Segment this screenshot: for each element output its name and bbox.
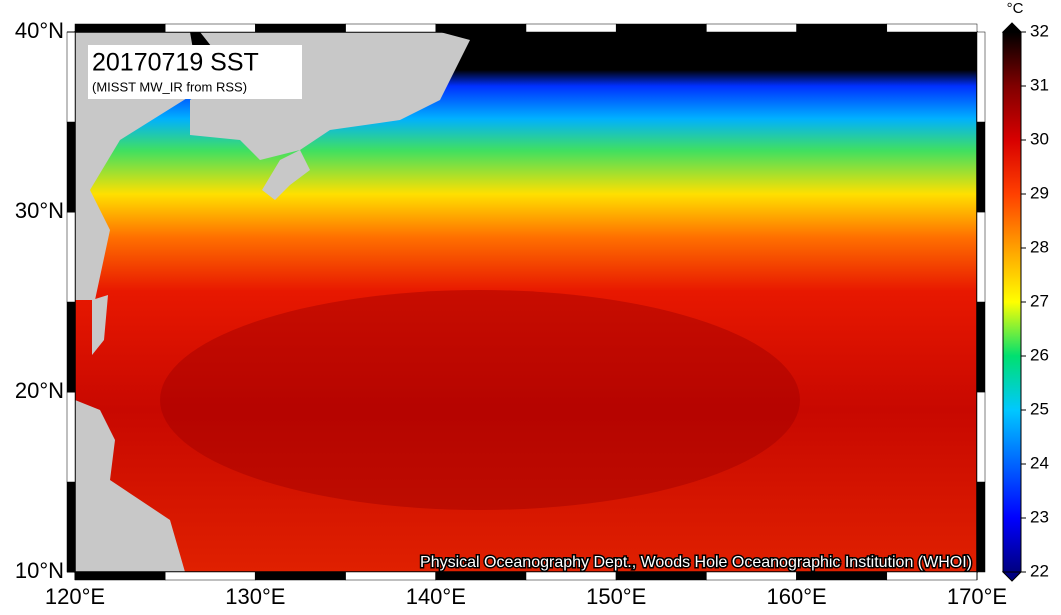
subtitle: (MISST MW_IR from RSS) <box>92 79 247 94</box>
frame-segment <box>66 121 76 213</box>
colorbar-extend-high <box>1001 22 1023 33</box>
colorbar-tick-label: 30 <box>1030 129 1049 148</box>
frame-segment <box>886 23 978 33</box>
frame-segment <box>976 31 986 123</box>
colorbar-tick-label: 23 <box>1030 507 1049 526</box>
frame-segment <box>345 23 437 33</box>
frame-segment <box>976 211 986 303</box>
x-tick-label: 170°E <box>947 584 1007 609</box>
frame-segment <box>976 301 986 393</box>
y-tick-label: 10°N <box>15 558 64 583</box>
frame-segment <box>976 391 986 483</box>
land-philippines <box>75 400 185 572</box>
frame-segment <box>255 571 346 581</box>
frame-segment <box>66 211 76 303</box>
colorbar-tick-label: 29 <box>1030 183 1049 202</box>
x-tick-label: 130°E <box>225 584 285 609</box>
colorbar-tick-label: 24 <box>1030 453 1049 472</box>
colorbar-tick-label: 25 <box>1030 399 1049 418</box>
frame-segment <box>706 571 797 581</box>
frame-ticks <box>66 23 986 581</box>
frame-segment <box>255 23 346 33</box>
frame-segment <box>164 23 256 33</box>
title: 20170719 SST <box>92 49 259 77</box>
frame-segment <box>615 571 707 581</box>
x-tick-label: 140°E <box>406 584 466 609</box>
colorbar-extend-low <box>1001 571 1023 582</box>
frame-segment <box>886 571 978 581</box>
credit: Physical Oceanography Dept., Woods Hole … <box>420 554 972 571</box>
colorbar-tick-label: 26 <box>1030 345 1049 364</box>
colorbar-unit: °C <box>1007 0 1024 17</box>
title-box <box>88 45 302 99</box>
colorbar-tick-label: 27 <box>1030 291 1049 310</box>
colorbar-tick-label: 28 <box>1030 237 1049 256</box>
frame-segment <box>796 23 888 33</box>
frame-segment <box>66 391 76 483</box>
y-tick-label: 20°N <box>15 378 64 403</box>
x-tick-label: 120°E <box>45 584 105 609</box>
frame-segment <box>164 571 256 581</box>
frame-segment <box>525 571 617 581</box>
land-kyushu <box>262 150 310 200</box>
frame-segment <box>525 23 617 33</box>
colorbar-tick-label: 31 <box>1030 75 1049 94</box>
sst-field <box>75 32 977 572</box>
y-tick-label: 40°N <box>15 18 64 43</box>
frame-segment <box>435 571 527 581</box>
frame-segment <box>66 301 76 393</box>
x-tick-label: 150°E <box>586 584 646 609</box>
colorbar-tick-label: 22 <box>1030 561 1049 580</box>
frame-segment <box>706 23 797 33</box>
frame-segment <box>66 31 76 123</box>
frame-segment <box>976 481 986 573</box>
land-taiwan <box>92 295 108 355</box>
y-tick-label: 30°N <box>15 198 64 223</box>
frame-segment <box>976 121 986 213</box>
frame-segment <box>796 571 888 581</box>
colorbar-tick-label: 32 <box>1030 21 1049 40</box>
frame-segment <box>66 481 76 573</box>
x-tick-label: 160°E <box>767 584 827 609</box>
frame-segment <box>74 23 166 33</box>
colorbar <box>1002 31 1022 573</box>
frame-segment <box>74 571 166 581</box>
frame-segment <box>615 23 707 33</box>
warm-pool <box>160 290 800 510</box>
frame-segment <box>435 23 527 33</box>
frame-segment <box>345 571 437 581</box>
